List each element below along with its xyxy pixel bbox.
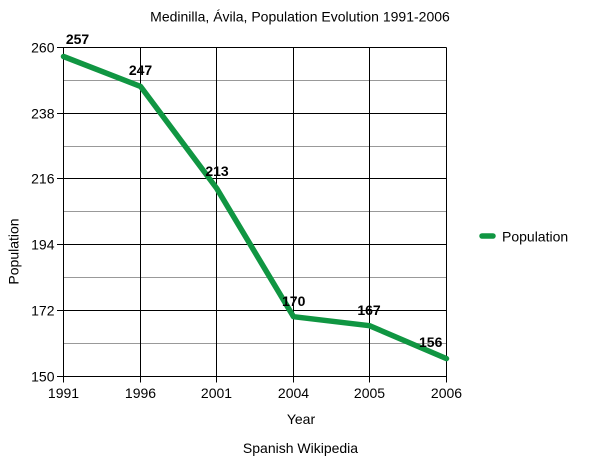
svg-text:2004: 2004 bbox=[278, 385, 309, 401]
svg-text:167: 167 bbox=[357, 302, 381, 318]
svg-text:Population: Population bbox=[502, 229, 568, 245]
svg-text:194: 194 bbox=[31, 237, 55, 253]
svg-text:213: 213 bbox=[205, 163, 229, 179]
svg-text:150: 150 bbox=[31, 369, 55, 385]
svg-text:1991: 1991 bbox=[48, 385, 79, 401]
svg-text:2001: 2001 bbox=[201, 385, 232, 401]
svg-text:Spanish Wikipedia: Spanish Wikipedia bbox=[243, 440, 358, 456]
svg-text:257: 257 bbox=[66, 31, 90, 47]
svg-text:1996: 1996 bbox=[125, 385, 156, 401]
svg-text:2005: 2005 bbox=[354, 385, 385, 401]
svg-text:170: 170 bbox=[282, 293, 306, 309]
svg-text:247: 247 bbox=[129, 62, 153, 78]
svg-text:Population: Population bbox=[6, 218, 22, 284]
svg-text:2006: 2006 bbox=[431, 385, 462, 401]
svg-text:Medinilla, Ávila, Population E: Medinilla, Ávila, Population Evolution 1… bbox=[150, 9, 450, 25]
svg-text:238: 238 bbox=[31, 106, 55, 122]
svg-text:Year: Year bbox=[287, 411, 316, 427]
svg-text:216: 216 bbox=[31, 171, 55, 187]
svg-text:260: 260 bbox=[31, 40, 55, 56]
svg-text:156: 156 bbox=[419, 334, 443, 350]
svg-text:172: 172 bbox=[31, 303, 55, 319]
